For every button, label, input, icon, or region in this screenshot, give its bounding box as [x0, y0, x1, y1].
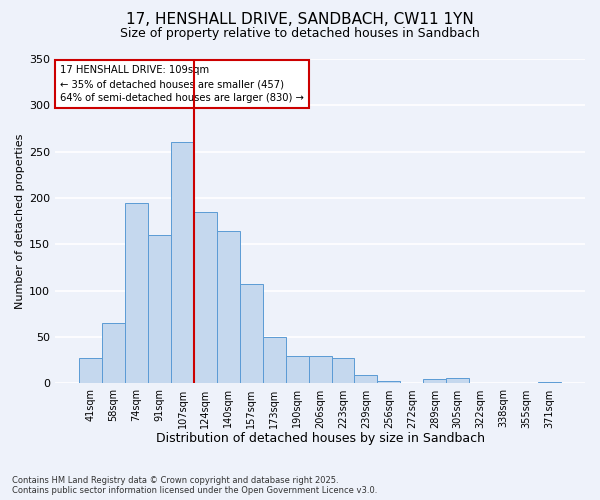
- Bar: [308, 356, 332, 384]
- Bar: [217, 230, 240, 384]
- Bar: [263, 337, 286, 384]
- X-axis label: Distribution of detached houses by size in Sandbach: Distribution of detached houses by size …: [155, 432, 485, 445]
- Bar: [355, 375, 377, 384]
- Text: Size of property relative to detached houses in Sandbach: Size of property relative to detached ho…: [120, 28, 480, 40]
- Text: Contains HM Land Registry data © Crown copyright and database right 2025.
Contai: Contains HM Land Registry data © Crown c…: [12, 476, 377, 495]
- Bar: [148, 235, 171, 384]
- Bar: [240, 284, 263, 384]
- Bar: [286, 356, 308, 384]
- Bar: [332, 358, 355, 384]
- Bar: [79, 358, 102, 384]
- Text: 17 HENSHALL DRIVE: 109sqm
← 35% of detached houses are smaller (457)
64% of semi: 17 HENSHALL DRIVE: 109sqm ← 35% of detac…: [61, 66, 304, 104]
- Bar: [171, 142, 194, 384]
- Text: 17, HENSHALL DRIVE, SANDBACH, CW11 1YN: 17, HENSHALL DRIVE, SANDBACH, CW11 1YN: [126, 12, 474, 28]
- Bar: [423, 379, 446, 384]
- Bar: [102, 323, 125, 384]
- Bar: [446, 378, 469, 384]
- Y-axis label: Number of detached properties: Number of detached properties: [15, 134, 25, 309]
- Bar: [194, 212, 217, 384]
- Bar: [125, 202, 148, 384]
- Bar: [377, 380, 400, 384]
- Bar: [538, 382, 561, 384]
